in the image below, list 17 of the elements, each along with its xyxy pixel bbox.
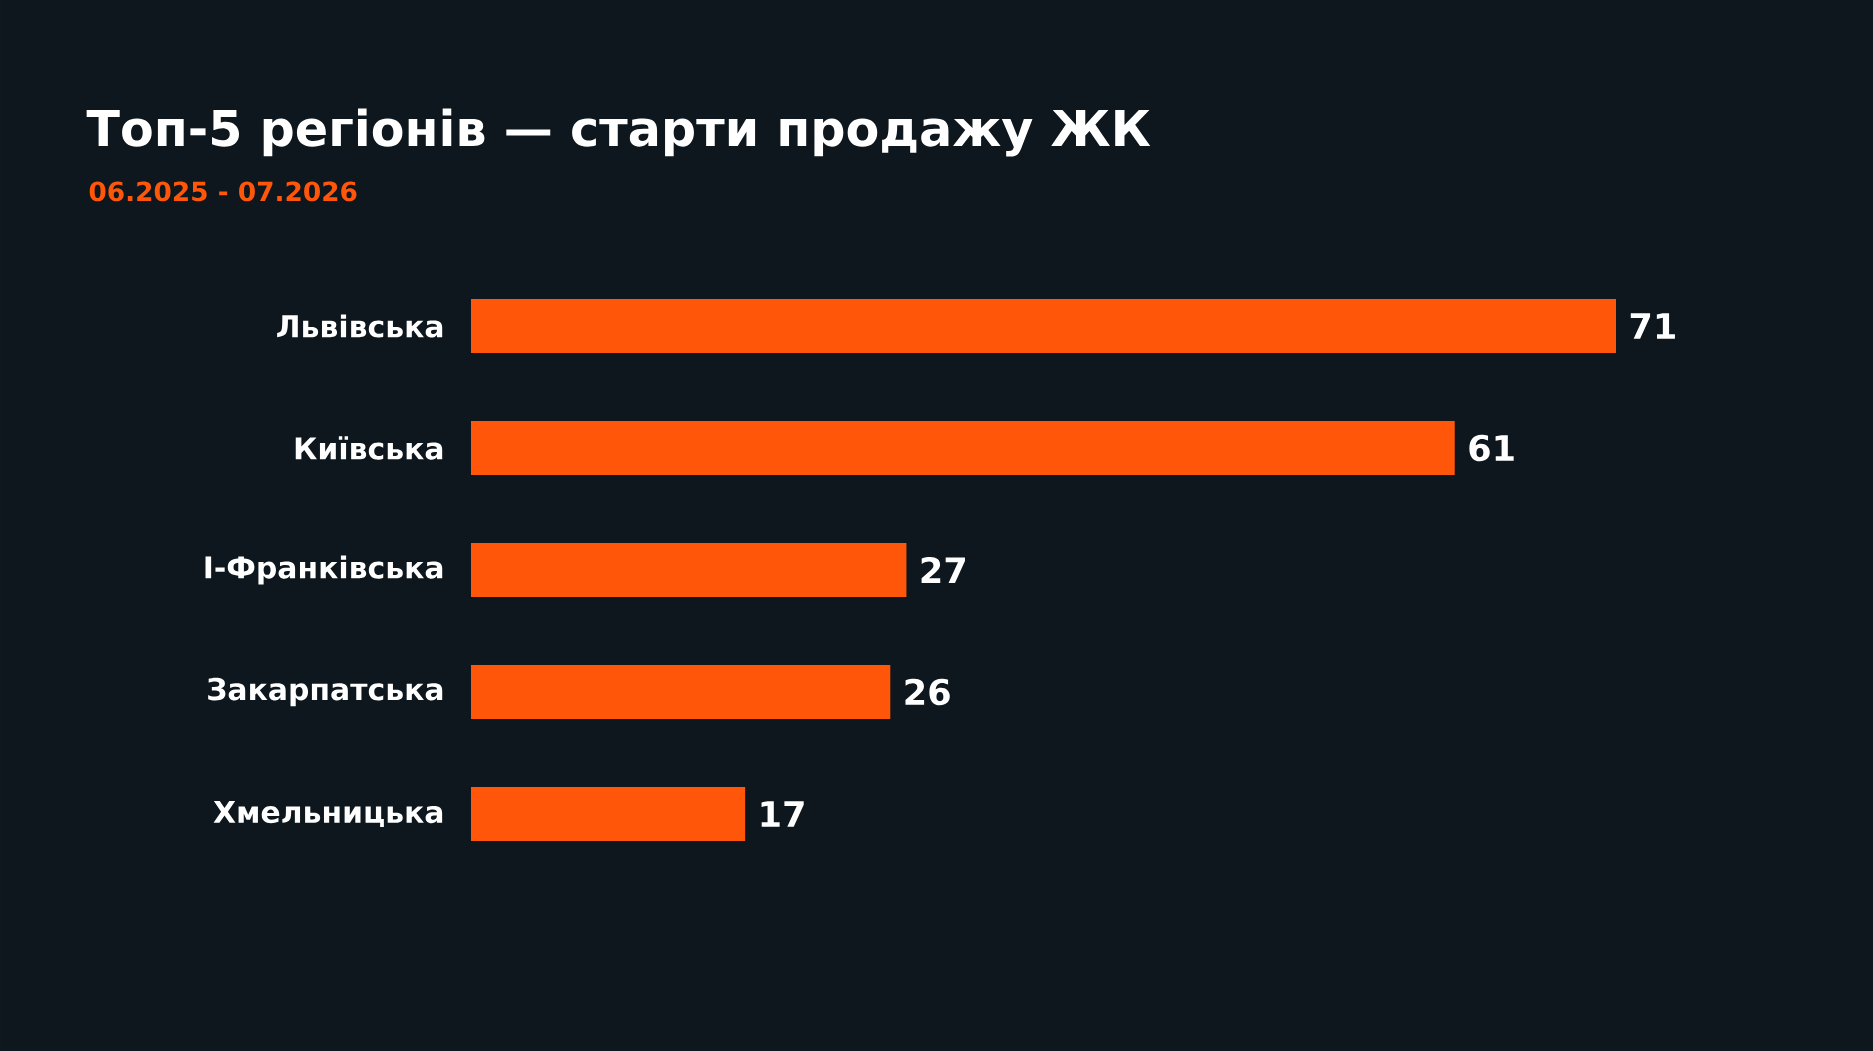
text: 06.2025 - 07.2026 — [89, 181, 357, 202]
y-tick-label: Закарпатська — [208, 677, 443, 707]
y-tick-label: І-Франківська — [205, 555, 443, 585]
chart-title: Топ-5 регіонів — старти продажу ЖК — [86, 108, 1151, 157]
bar — [471, 543, 907, 597]
bar — [471, 664, 891, 719]
y-tick-label: Хмельницька — [213, 801, 443, 827]
data-label: 17 — [761, 801, 804, 827]
y-tick-label: Львівська — [277, 314, 443, 338]
y-tick-label: Київська — [295, 436, 443, 460]
data-label: 26 — [905, 678, 950, 706]
bar — [471, 421, 1455, 475]
data-label: 61 — [1469, 434, 1514, 462]
bar — [471, 298, 1616, 353]
data-label: 71 — [1630, 313, 1675, 339]
bar — [471, 786, 746, 841]
data-label: 27 — [921, 556, 965, 584]
